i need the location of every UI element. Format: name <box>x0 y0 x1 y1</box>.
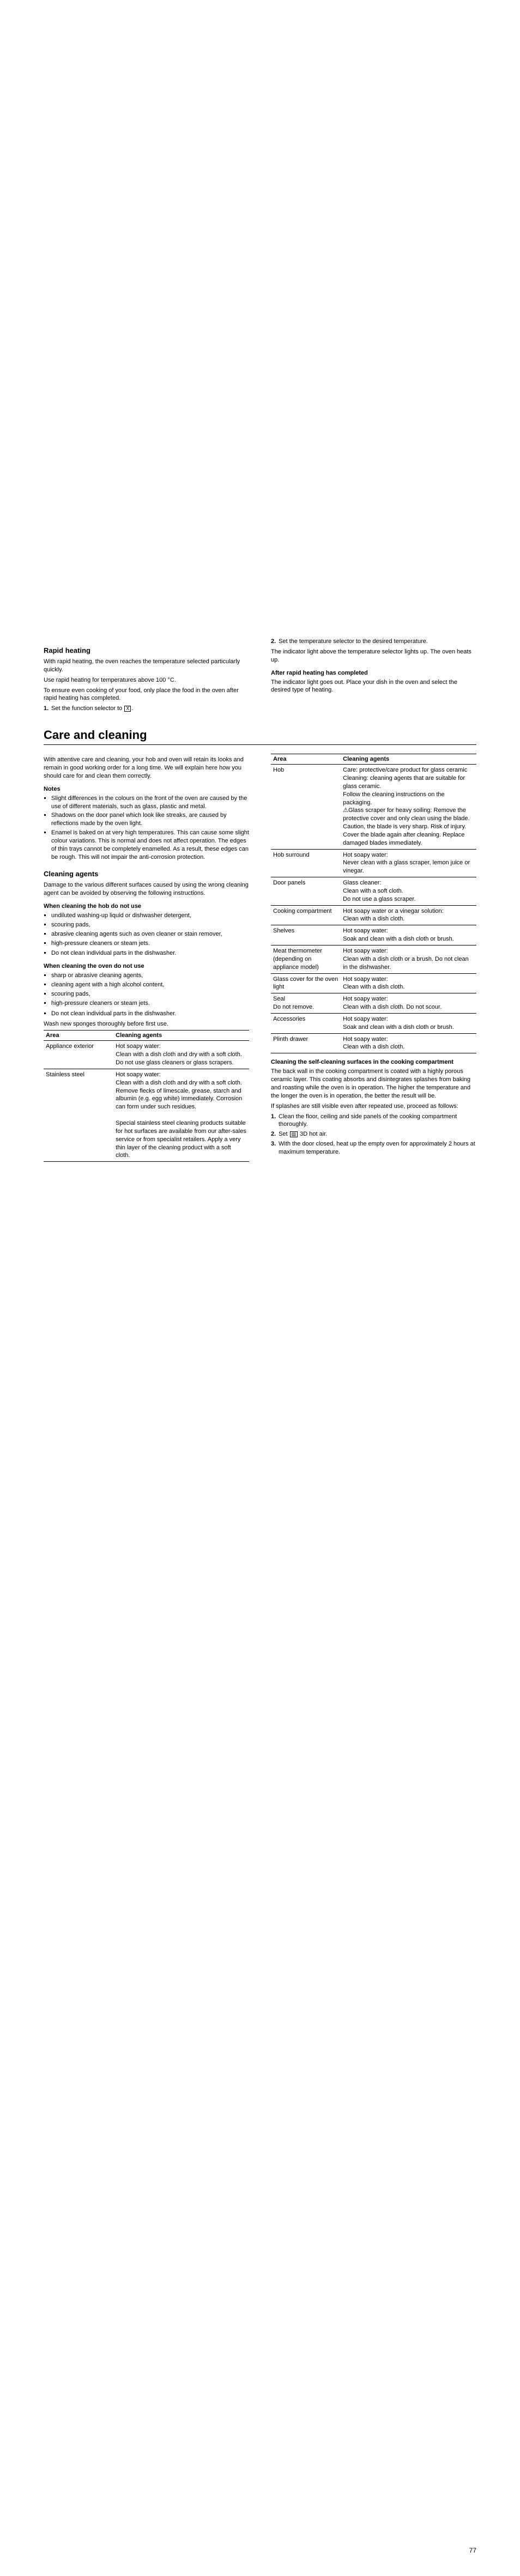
step-text: With the door closed, heat up the empty … <box>279 1141 475 1155</box>
table-row: Cooking compartmentHot soapy water or a … <box>271 905 476 925</box>
step: 1.Clean the floor, ceiling and side pane… <box>271 1113 476 1129</box>
list-item: Enamel is baked on at very high temperat… <box>51 829 249 861</box>
list-item: high-pressure cleaners or steam jets. <box>51 999 249 1008</box>
step-text: Set <box>279 1131 289 1137</box>
body-text: Damage to the various different surfaces… <box>44 881 249 898</box>
cell-area: Appliance exterior <box>44 1041 113 1069</box>
cell-agent: Hot soapy water: Clean with a dish cloth… <box>113 1041 249 1069</box>
body-text: The back wall in the cooking compartment… <box>271 1068 476 1100</box>
cell-area: Stainless steel <box>44 1069 113 1161</box>
cell-agent: Hot soapy water: Clean with a dish cloth… <box>341 973 476 993</box>
step: 1.Set the function selector to X. <box>44 705 249 713</box>
list-item: Do not clean individual parts in the dis… <box>51 1010 249 1018</box>
hotair-icon: ▤ <box>290 1131 298 1137</box>
page-number: 77 <box>469 2547 476 2554</box>
table-row: Glass cover for the oven lightHot soapy … <box>271 973 476 993</box>
cell-area: Accessories <box>271 1013 341 1033</box>
table-row: AccessoriesHot soapy water: Soak and cle… <box>271 1013 476 1033</box>
table-row: Meat thermometer (depending on appliance… <box>271 945 476 974</box>
hob-list: undiluted washing-up liquid or dishwashe… <box>44 912 249 947</box>
list-item: Shadows on the door panel which look lik… <box>51 811 249 828</box>
cell-agent: Glass cleaner: Clean with a soft cloth. … <box>341 877 476 906</box>
cleaning-table-2: Area Cleaning agents HobCare: protective… <box>271 754 476 1053</box>
step: 2.Set the temperature selector to the de… <box>271 638 476 646</box>
col-agents: Cleaning agents <box>113 1031 249 1041</box>
cell-agent: Hot soapy water: Clean with a dish cloth… <box>341 1033 476 1053</box>
list-item: Do not clean individual parts in the dis… <box>51 949 249 957</box>
cell-area: Glass cover for the oven light <box>271 973 341 993</box>
table-row: HobCare: protective/care product for gla… <box>271 765 476 849</box>
cell-agent: Hot soapy water: Soak and clean with a d… <box>341 925 476 945</box>
subheading: When cleaning the hob do not use <box>44 903 249 910</box>
cell-agent: Hot soapy water: Never clean with a glas… <box>341 849 476 877</box>
step-text: Set the function selector to <box>51 705 124 712</box>
cell-area: Cooking compartment <box>271 905 341 925</box>
cell-area: Seal Do not remove. <box>271 993 341 1014</box>
step-text: Set the temperature selector to the desi… <box>279 638 428 645</box>
cell-agent: Hot soapy water: Clean with a dish cloth… <box>113 1069 249 1161</box>
cell-area: Door panels <box>271 877 341 906</box>
body-text: Use rapid heating for temperatures above… <box>44 676 249 684</box>
notes-heading: Notes <box>44 786 249 792</box>
step: 3.With the door closed, heat up the empt… <box>271 1140 476 1156</box>
cell-area: Hob surround <box>271 849 341 877</box>
cell-agent: Hot soapy water or a vinegar solution: C… <box>341 905 476 925</box>
list-item: scouring pads, <box>51 921 249 929</box>
table-row: Hob surroundHot soapy water: Never clean… <box>271 849 476 877</box>
step-text: Clean the floor, ceiling and side panels… <box>279 1113 457 1128</box>
step-text: 3D hot air. <box>298 1131 327 1137</box>
list-item: abrasive cleaning agents such as oven cl… <box>51 930 249 938</box>
col-area: Area <box>44 1031 113 1041</box>
fn-icon: X <box>124 706 131 712</box>
body-text: If splashes are still visible even after… <box>271 1102 476 1111</box>
subheading: When cleaning the oven do not use <box>44 963 249 969</box>
hob-note: Do not clean individual parts in the dis… <box>44 949 249 957</box>
step: 2.Set ▤ 3D hot air. <box>271 1130 476 1138</box>
body-text: With rapid heating, the oven reaches the… <box>44 658 249 674</box>
body-text: The indicator light above the temperatur… <box>271 648 476 664</box>
table-row: Door panelsGlass cleaner: Clean with a s… <box>271 877 476 906</box>
body-text: The indicator light goes out. Place your… <box>271 678 476 695</box>
cell-agent: Hot soapy water: Clean with a dish cloth… <box>341 945 476 974</box>
rapid-heading: Rapid heating <box>44 646 249 654</box>
oven-note: Do not clean individual parts in the dis… <box>44 1010 249 1018</box>
selfclean-heading: Cleaning the self-cleaning surfaces in t… <box>271 1059 476 1065</box>
list-item: sharp or abrasive cleaning agents, <box>51 972 249 980</box>
col-area: Area <box>271 754 341 765</box>
col-agents: Cleaning agents <box>341 754 476 765</box>
cell-area: Plinth drawer <box>271 1033 341 1053</box>
body-text: Wash new sponges thoroughly before first… <box>44 1020 249 1028</box>
list-item: Slight differences in the colours on the… <box>51 795 249 811</box>
notes-list: Slight differences in the colours on the… <box>44 795 249 862</box>
subheading: After rapid heating has completed <box>271 670 476 676</box>
care-heading: Care and cleaning <box>44 728 476 745</box>
cell-area: Meat thermometer (depending on appliance… <box>271 945 341 974</box>
list-item: scouring pads, <box>51 990 249 998</box>
cleaning-table-1: Area Cleaning agents Appliance exteriorH… <box>44 1030 249 1162</box>
body-text: To ensure even cooking of your food, onl… <box>44 687 249 703</box>
cell-area: Shelves <box>271 925 341 945</box>
list-item: high-pressure cleaners or steam jets. <box>51 940 249 948</box>
cell-agent: Care: protective/care product for glass … <box>341 765 476 849</box>
table-row: Seal Do not remove.Hot soapy water: Clea… <box>271 993 476 1014</box>
body-text: With attentive care and cleaning, your h… <box>44 756 249 780</box>
table-row: Plinth drawerHot soapy water: Clean with… <box>271 1033 476 1053</box>
table-row: ShelvesHot soapy water: Soak and clean w… <box>271 925 476 945</box>
agents-heading: Cleaning agents <box>44 870 249 878</box>
list-item: undiluted washing-up liquid or dishwashe… <box>51 912 249 920</box>
table-row: Appliance exteriorHot soapy water: Clean… <box>44 1041 249 1069</box>
cell-area: Hob <box>271 765 341 849</box>
oven-list: sharp or abrasive cleaning agents, clean… <box>44 972 249 1007</box>
cell-agent: Hot soapy water: Clean with a dish cloth… <box>341 993 476 1014</box>
list-item: cleaning agent with a high alcohol conte… <box>51 981 249 989</box>
table-row: Stainless steelHot soapy water: Clean wi… <box>44 1069 249 1161</box>
cell-agent: Hot soapy water: Soak and clean with a d… <box>341 1013 476 1033</box>
